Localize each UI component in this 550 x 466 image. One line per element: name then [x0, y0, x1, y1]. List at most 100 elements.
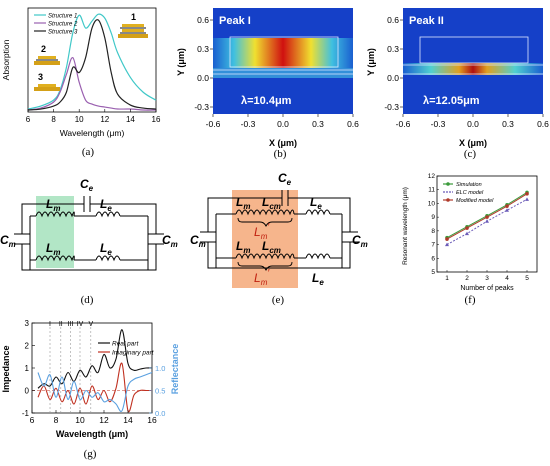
- panel-c-lambda: λ=12.05μm: [423, 95, 480, 107]
- panel-c-title: Peak II: [409, 15, 444, 27]
- panel-b-ytick: -0.3: [194, 102, 209, 112]
- legend-imag: Imaginary part: [112, 350, 155, 357]
- e-le-bottom-label: Le: [312, 271, 324, 287]
- e-lcm-top-label: Lcm: [262, 195, 281, 211]
- lm-prime-highlight: [232, 190, 298, 288]
- structure-2-number: 2: [41, 44, 46, 54]
- peaks-point: [525, 192, 529, 196]
- legend-mod: Modified model: [456, 198, 494, 204]
- panel-g-rtick: 1.0: [155, 364, 165, 373]
- legend-s3: Structure 3: [48, 30, 78, 36]
- panel-f-xtick: 3: [485, 275, 489, 282]
- panel-b-field-map: Peak I λ=10.4μm 0.6 0.3 0.0 -0.3 -0.6 -0.3 0.0…: [176, 8, 359, 148]
- e-lm-bottom-label: Lm: [236, 239, 250, 255]
- panel-c-xlabel: X (μm): [459, 138, 487, 148]
- panel-g-frame: [31, 322, 153, 414]
- panel-b-xtick: -0.3: [241, 119, 256, 129]
- peaks-point: [525, 197, 529, 201]
- panel-c-xtick: 0.3: [502, 119, 514, 129]
- panel-a-chart: 6 8 10 12 14 16 Wavelength (μm) Absorption St…: [1, 7, 161, 138]
- panel-b-xtick: 0.0: [277, 119, 289, 129]
- panel-g-rtick: 0.5: [155, 387, 165, 396]
- legend-s1: Structure 1: [48, 14, 77, 20]
- panel-a-ylabel: Absorption: [1, 39, 11, 80]
- panel-c-xtick: -0.3: [431, 119, 446, 129]
- panel-b-ytick: 0.0: [197, 73, 209, 83]
- e-lcm-bottom-label: Lcm: [262, 239, 281, 255]
- absorption-series-3: [27, 19, 157, 111]
- panel-g-rtick: 0.0: [155, 409, 165, 418]
- structure-2-icon: [34, 56, 60, 65]
- e-ce-label: Ce: [278, 171, 292, 187]
- panel-a-xtick: 14: [126, 115, 135, 124]
- panel-c-xtick: 0.6: [537, 119, 549, 129]
- peak-label: III: [67, 321, 73, 328]
- peak-label: V: [88, 321, 93, 328]
- legend-elc: ELC model: [456, 190, 484, 196]
- panel-f-ylabel: Resonant wavelength (μm): [402, 187, 409, 265]
- panel-a-xtick: 10: [75, 115, 84, 124]
- panel-b-title: Peak I: [219, 15, 251, 27]
- panel-f-ytick: 5: [431, 269, 435, 276]
- panel-a-xlabel: Wavelength (μm): [60, 128, 125, 138]
- panel-b-xtick: 0.3: [312, 119, 324, 129]
- panel-c-caption: (c): [463, 148, 477, 160]
- panel-g-ytick: 2: [25, 342, 30, 351]
- panel-b-xtick: -0.6: [206, 119, 221, 129]
- panel-c-xtick: -0.6: [396, 119, 411, 129]
- panel-b-ytick: 0.3: [197, 44, 209, 54]
- peaks-point: [485, 219, 489, 223]
- panel-g-ylabel-right: Reflectance: [170, 344, 180, 395]
- panel-f-caption: (f): [464, 294, 476, 306]
- panel-d-circuit: Ce Cm Cm Lm Lm Le Le: [0, 177, 178, 271]
- panel-g-ytick: 1: [25, 364, 30, 373]
- panel-b-xtick: 0.6: [347, 119, 359, 129]
- peaks-point: [445, 237, 449, 241]
- panel-g-xtick: 10: [75, 415, 85, 425]
- ce-label: Ce: [80, 177, 94, 193]
- e-le-top-label: Le: [310, 195, 322, 211]
- structure-3-icon: [34, 84, 60, 91]
- cm-right-label: Cm: [162, 233, 178, 249]
- panel-c-hotspot: [403, 63, 543, 75]
- e-lm-top-label: Lm: [236, 195, 250, 211]
- panel-c-ylabel: Y (μm): [366, 48, 376, 76]
- absorption-series-1: [27, 13, 157, 110]
- lm-highlight: [36, 196, 74, 268]
- legend-s2: Structure 2: [48, 22, 78, 28]
- peaks-point: [505, 204, 509, 208]
- le-bottom-label: Le: [100, 241, 112, 257]
- panel-b-xlabel: X (μm): [269, 138, 297, 148]
- peak-label: I: [49, 321, 51, 328]
- le-top-label: Le: [100, 197, 112, 213]
- panel-b-ytick: 0.6: [197, 15, 209, 25]
- absorption-series-2: [27, 57, 157, 111]
- panel-f-ytick: 10: [428, 200, 436, 207]
- panel-a-caption: (a): [81, 146, 95, 158]
- e-lm-prime-top: Lm′: [254, 222, 270, 241]
- structure-1-icon: [118, 24, 148, 38]
- panel-c-ytick: -0.3: [384, 102, 399, 112]
- peaks-point: [445, 242, 449, 247]
- peak-label: II: [59, 321, 63, 328]
- panel-g-xtick: 8: [54, 415, 59, 425]
- peaks-point: [505, 208, 509, 212]
- peaks-point: [465, 226, 469, 230]
- panel-f-ytick: 9: [431, 214, 435, 221]
- panel-b-hotspot: [213, 38, 353, 68]
- panel-g-ytick: -1: [22, 409, 30, 418]
- panel-g-xtick: 16: [147, 415, 157, 425]
- panel-g-ylabel-left: Impedance: [1, 345, 11, 392]
- panel-c-xtick: 0.0: [467, 119, 479, 129]
- panel-a-xtick: 12: [100, 115, 109, 124]
- panel-f-xtick: 4: [505, 275, 509, 282]
- legend-real: Real part: [112, 341, 140, 348]
- panel-g-xtick: 14: [123, 415, 133, 425]
- panel-f-xtick: 5: [525, 275, 529, 282]
- panel-g-xtick: 12: [99, 415, 109, 425]
- lm-bottom-label: Lm: [46, 241, 60, 257]
- panel-a-xtick: 6: [26, 115, 31, 124]
- e-lm-prime-bottom: Lm′: [254, 268, 270, 287]
- peaks-point: [465, 231, 469, 236]
